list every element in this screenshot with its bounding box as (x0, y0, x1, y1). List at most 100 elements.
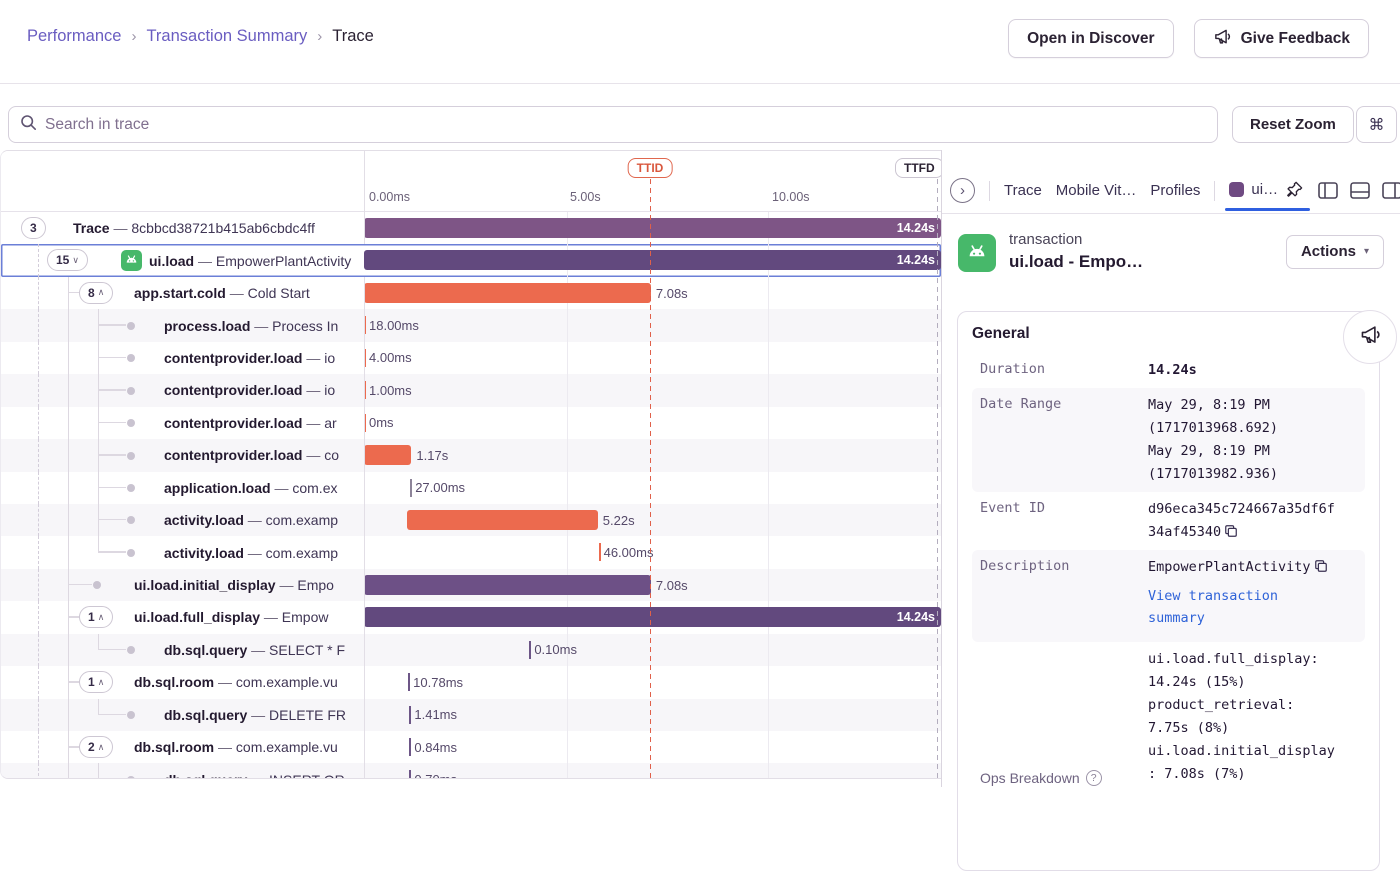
span-duration-bar[interactable] (364, 282, 651, 303)
span-row-ui-load-initial_display[interactable]: ui.load.initial_display — Empo 7.08s (1, 568, 941, 602)
span-duration-bar[interactable]: 14.24s (364, 250, 941, 271)
dock-left-icon[interactable] (1318, 182, 1338, 199)
span-children-badge[interactable]: 2 ∧ (79, 736, 114, 758)
toolbar: Reset Zoom ⌘ (0, 84, 1400, 150)
shortcut-cmd-button[interactable]: ⌘ (1356, 106, 1397, 143)
gridline (768, 731, 769, 764)
span-duration-tick[interactable] (364, 348, 366, 367)
transaction-title: ui.load - Empo… (1009, 252, 1144, 271)
tree-timeline-divider[interactable] (364, 151, 365, 778)
span-row-db-sql-query[interactable]: db.sql.query — DELETE FR 1.41ms (1, 698, 941, 731)
span-duration-tick[interactable] (364, 316, 366, 335)
span-duration-tick[interactable] (529, 640, 532, 659)
gridline (768, 698, 769, 731)
duration-label: 46.00ms (603, 545, 654, 561)
breadcrumb-separator: › (131, 28, 137, 45)
tab-mobile-vit-[interactable]: Mobile Vit… (1055, 182, 1137, 199)
span-bar-cell: 1.00ms (364, 374, 941, 407)
tree-guide-line (98, 763, 99, 778)
tree-guide-line (68, 731, 69, 764)
gridline (768, 374, 769, 407)
span-duration-bar[interactable] (364, 445, 412, 466)
gridline (768, 276, 769, 310)
span-row-application-load[interactable]: application.load — com.ex 27.00ms (1, 471, 941, 504)
span-row-ui-load[interactable]: 15 ∨ ui.load — EmpowerPlantActivity 14.24s (1, 244, 941, 277)
tree-guide-line (68, 666, 69, 699)
tree-guide-line (98, 406, 99, 440)
span-duration-bar[interactable]: 14.24s (364, 607, 941, 628)
tree-guide-line (38, 536, 39, 569)
span-name: application.load — com.ex (164, 479, 338, 496)
tab-profiles[interactable]: Profiles (1150, 182, 1201, 199)
span-rows: 3 Trace — 8cbbcd38721b415ab6cbdc4ff 14.24s… (1, 212, 941, 778)
span-duration-tick[interactable] (364, 413, 366, 432)
span-duration-tick[interactable] (408, 673, 411, 692)
actions-button[interactable]: Actions ▾ (1285, 234, 1384, 269)
span-name: contentprovider.load — ar (164, 414, 337, 431)
chevron-up-icon: ∧ (97, 676, 105, 687)
dock-bottom-icon[interactable] (1350, 182, 1370, 199)
reset-zoom-button[interactable]: Reset Zoom (1232, 106, 1354, 143)
span-duration-bar[interactable] (364, 574, 651, 595)
span-duration-tick[interactable] (409, 705, 412, 724)
tree-guide-line (68, 341, 69, 375)
span-duration-bar[interactable] (407, 509, 598, 530)
span-children-badge[interactable]: 15 ∨ (47, 249, 88, 272)
span-children-badge[interactable]: 8 ∧ (79, 281, 114, 304)
span-row-app-start-cold[interactable]: 8 ∧ app.start.cold — Cold Start 7.08s (1, 276, 941, 310)
span-bar-cell: 1.17s (364, 439, 941, 472)
duration-label: 18.00ms (369, 318, 419, 334)
span-row-db-sql-room[interactable]: 1 ∧ db.sql.room — com.example.vu 10.78ms (1, 666, 941, 699)
tab-pinned-span[interactable]: ui… (1225, 180, 1311, 211)
span-row-activity-load[interactable]: activity.load — com.examp 5.22s (1, 503, 941, 537)
expand-drawer-button[interactable]: › (950, 178, 975, 203)
search-box[interactable] (8, 106, 1218, 143)
span-row-ui-load-full_display[interactable]: 1 ∧ ui.load.full_display — Empow 14.24s (1, 601, 941, 634)
breadcrumb-item-performance[interactable]: Performance (27, 27, 122, 45)
active-tab-underline (1225, 208, 1311, 211)
tree-guide-line (68, 503, 69, 537)
span-row-contentprovider-load[interactable]: contentprovider.load — co 1.17s (1, 439, 941, 472)
pin-icon[interactable] (1285, 180, 1304, 199)
tree-connector (99, 421, 126, 424)
span-children-badge[interactable]: 3 (21, 217, 46, 239)
span-row-db-sql-query[interactable]: db.sql.query — SELECT * F 0.10ms (1, 633, 941, 667)
breadcrumb-item-trace[interactable]: Trace (332, 27, 374, 45)
span-duration-tick[interactable] (409, 770, 412, 778)
span-duration-tick[interactable] (364, 381, 366, 400)
span-color-swatch (1229, 182, 1245, 197)
span-duration-tick[interactable] (409, 738, 412, 756)
span-children-badge[interactable]: 1 ∧ (79, 671, 114, 694)
span-dot (127, 516, 135, 525)
tree-connector (99, 454, 126, 456)
span-row-contentprovider-load[interactable]: contentprovider.load — ar 0ms (1, 406, 941, 440)
span-tree-cell: process.load — Process In (1, 309, 364, 342)
feedback-fab-button[interactable] (1343, 310, 1397, 364)
span-children-badge[interactable]: 1 ∧ (79, 606, 114, 629)
tab-trace[interactable]: Trace (1004, 182, 1042, 199)
span-row-contentprovider-load[interactable]: contentprovider.load — io 4.00ms (1, 341, 941, 375)
tree-connector (99, 551, 126, 553)
breadcrumb-item-transaction-summary[interactable]: Transaction Summary (146, 27, 308, 45)
help-icon[interactable]: ? (1085, 770, 1102, 786)
span-row-db-sql-query[interactable]: db.sql.query — INSERT OR 0.70ms (1, 763, 941, 778)
span-row-Trace[interactable]: 3 Trace — 8cbbcd38721b415ab6cbdc4ff 14.24s (1, 212, 941, 245)
span-duration-tick[interactable] (598, 543, 601, 562)
breadcrumb: Performance › Transaction Summary › Trace (27, 27, 374, 46)
span-duration-bar[interactable]: 14.24s (364, 218, 941, 238)
span-dot (127, 419, 135, 428)
general-card: General Duration 14.24s Date Range May 29, … (957, 311, 1380, 871)
dock-right-icon[interactable] (1382, 182, 1400, 199)
span-duration-tick[interactable] (410, 478, 413, 497)
span-row-db-sql-room[interactable]: 2 ∧ db.sql.room — com.example.vu 0.84ms (1, 731, 941, 764)
give-feedback-button[interactable]: Give Feedback (1193, 19, 1369, 58)
span-row-activity-load[interactable]: activity.load — com.examp 46.00ms (1, 536, 941, 569)
search-input[interactable] (45, 115, 1206, 134)
span-row-process-load[interactable]: process.load — Process In 18.00ms (1, 309, 941, 342)
span-name: ui.load — EmpowerPlantActivity (121, 244, 351, 276)
view-transaction-summary-link[interactable]: View transaction summary (1148, 587, 1279, 627)
drawer-tabs-bar: › Trace Mobile Vit… Profiles ui… (942, 150, 1400, 214)
tree-guide-line (38, 439, 39, 472)
open-in-discover-button[interactable]: Open in Discover (1008, 19, 1174, 58)
span-row-contentprovider-load[interactable]: contentprovider.load — io 1.00ms (1, 374, 941, 407)
